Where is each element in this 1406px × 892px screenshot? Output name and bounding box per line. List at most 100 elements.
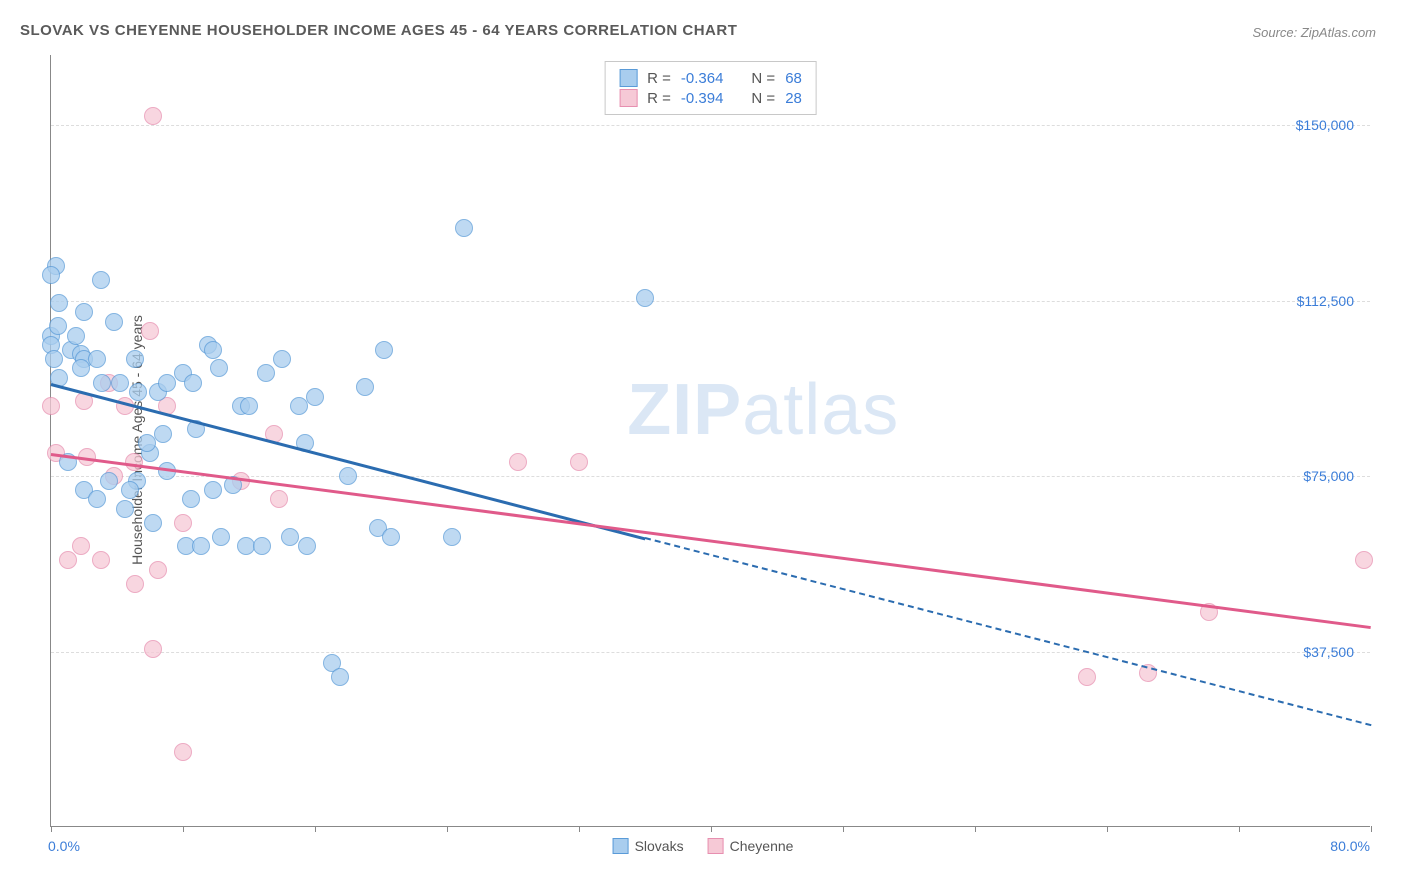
- y-tick-label: $112,500: [1297, 293, 1362, 309]
- series-legend-item: Cheyenne: [708, 838, 794, 854]
- legend-row: R = -0.364 N = 68: [619, 69, 802, 87]
- data-point: [192, 537, 210, 555]
- watermark: ZIPatlas: [627, 369, 899, 451]
- data-point: [204, 481, 222, 499]
- data-point: [42, 397, 60, 415]
- data-point: [237, 537, 255, 555]
- legend-r-label: R =: [647, 90, 671, 107]
- data-point: [72, 537, 90, 555]
- chart-title: SLOVAK VS CHEYENNE HOUSEHOLDER INCOME AG…: [20, 22, 737, 39]
- series-legend-label: Slovaks: [635, 838, 684, 854]
- data-point: [382, 528, 400, 546]
- series-legend: Slovaks Cheyenne: [613, 838, 794, 854]
- data-point: [174, 514, 192, 532]
- series-legend-label: Cheyenne: [730, 838, 794, 854]
- legend-swatch-slovak: [619, 69, 637, 87]
- x-tick: [579, 826, 580, 832]
- data-point: [174, 743, 192, 761]
- y-tick-label: $37,500: [1303, 644, 1362, 660]
- data-point: [75, 303, 93, 321]
- data-point: [1355, 551, 1373, 569]
- data-point: [154, 425, 172, 443]
- data-point: [111, 374, 129, 392]
- data-point: [144, 640, 162, 658]
- source-label: Source: ZipAtlas.com: [1252, 25, 1376, 40]
- data-point: [158, 374, 176, 392]
- legend-n-label: N =: [751, 70, 775, 87]
- data-point: [306, 388, 324, 406]
- data-point: [105, 313, 123, 331]
- data-point: [67, 327, 85, 345]
- data-point: [92, 551, 110, 569]
- series-legend-item: Slovaks: [613, 838, 684, 854]
- data-point: [88, 350, 106, 368]
- data-point: [375, 341, 393, 359]
- x-tick: [1371, 826, 1372, 832]
- data-point: [212, 528, 230, 546]
- plot-area: ZIPatlas R = -0.364 N = 68 R = -0.394 N = 28 $3…: [50, 55, 1370, 827]
- data-point: [92, 271, 110, 289]
- trend-line-extrapolated: [645, 537, 1371, 726]
- data-point: [570, 453, 588, 471]
- data-point: [1078, 668, 1096, 686]
- legend-r-value: -0.364: [681, 70, 724, 87]
- data-point: [126, 350, 144, 368]
- data-point: [240, 397, 258, 415]
- data-point: [290, 397, 308, 415]
- watermark-light: atlas: [742, 370, 899, 450]
- legend-n-label: N =: [751, 90, 775, 107]
- data-point: [257, 364, 275, 382]
- legend-n-value: 68: [785, 70, 802, 87]
- data-point: [138, 434, 156, 452]
- x-axis-max-label: 80.0%: [1330, 838, 1370, 854]
- data-point: [339, 467, 357, 485]
- x-tick: [447, 826, 448, 832]
- legend-row: R = -0.394 N = 28: [619, 89, 802, 107]
- gridline: [51, 652, 1370, 653]
- legend-n-value: 28: [785, 90, 802, 107]
- watermark-bold: ZIP: [627, 370, 742, 450]
- data-point: [204, 341, 222, 359]
- x-tick: [315, 826, 316, 832]
- legend-r-value: -0.394: [681, 90, 724, 107]
- x-axis-min-label: 0.0%: [48, 838, 80, 854]
- data-point: [50, 294, 68, 312]
- data-point: [281, 528, 299, 546]
- x-tick: [1239, 826, 1240, 832]
- data-point: [149, 561, 167, 579]
- data-point: [356, 378, 374, 396]
- gridline: [51, 301, 1370, 302]
- legend-swatch-slovak: [613, 838, 629, 854]
- legend-swatch-cheyenne: [619, 89, 637, 107]
- legend-swatch-cheyenne: [708, 838, 724, 854]
- x-tick: [843, 826, 844, 832]
- legend-r-label: R =: [647, 70, 671, 87]
- data-point: [42, 266, 60, 284]
- data-point: [210, 359, 228, 377]
- x-tick: [711, 826, 712, 832]
- data-point: [129, 383, 147, 401]
- data-point: [93, 374, 111, 392]
- data-point: [184, 374, 202, 392]
- data-point: [116, 500, 134, 518]
- data-point: [72, 359, 90, 377]
- data-point: [509, 453, 527, 471]
- data-point: [126, 575, 144, 593]
- data-point: [298, 537, 316, 555]
- data-point: [455, 219, 473, 237]
- data-point: [331, 668, 349, 686]
- data-point: [443, 528, 461, 546]
- data-point: [59, 551, 77, 569]
- y-tick-label: $150,000: [1296, 117, 1362, 133]
- data-point: [253, 537, 271, 555]
- data-point: [88, 490, 106, 508]
- correlation-legend: R = -0.364 N = 68 R = -0.394 N = 28: [604, 61, 817, 115]
- x-tick: [975, 826, 976, 832]
- data-point: [141, 322, 159, 340]
- x-tick: [183, 826, 184, 832]
- data-point: [45, 350, 63, 368]
- x-tick: [1107, 826, 1108, 832]
- data-point: [144, 514, 162, 532]
- data-point: [182, 490, 200, 508]
- x-tick: [51, 826, 52, 832]
